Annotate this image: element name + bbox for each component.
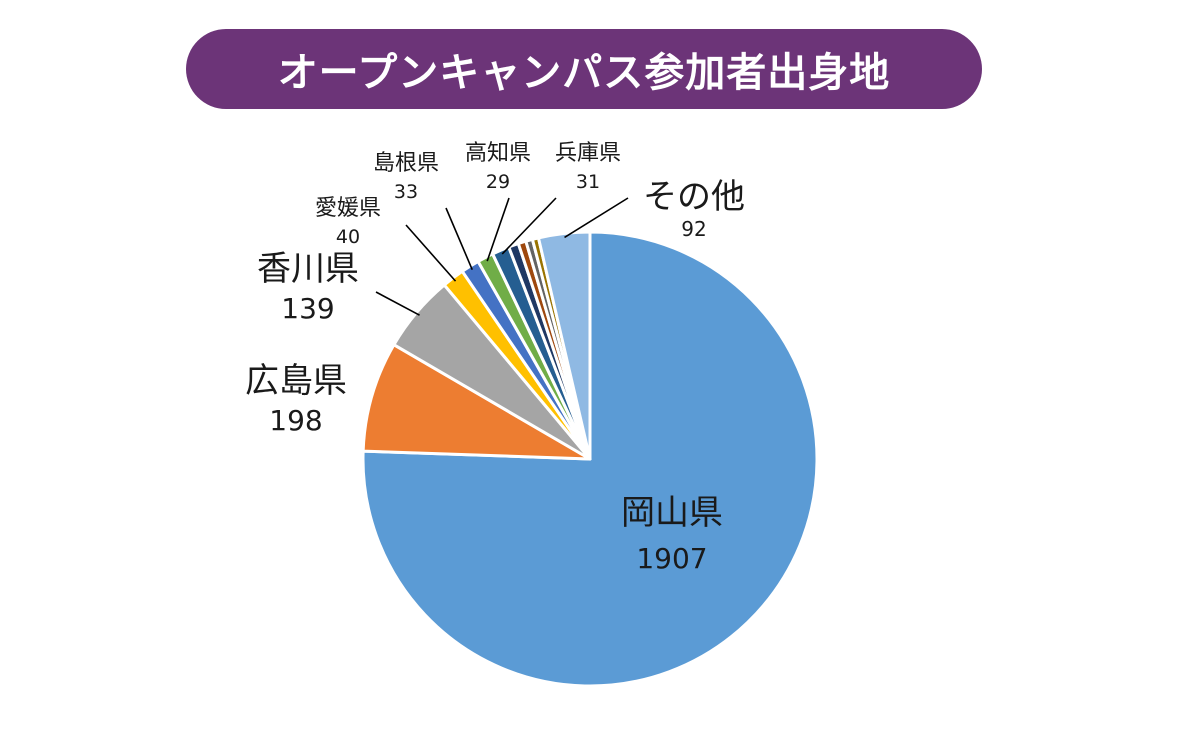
leader-line bbox=[501, 197, 557, 255]
slice-label-value: 40 bbox=[336, 226, 360, 248]
slice-label-name: 高知県 bbox=[465, 141, 531, 166]
leader-line bbox=[405, 224, 457, 282]
slice-label-value: 33 bbox=[394, 181, 418, 203]
slice-label-name: 兵庫県 bbox=[555, 141, 621, 166]
slice-label-name: その他 bbox=[643, 177, 745, 217]
slice-label-value: 1907 bbox=[636, 542, 707, 575]
slice-label-name: 広島県 bbox=[245, 361, 347, 401]
slice-label-name: 島根県 bbox=[373, 151, 439, 176]
leader-line bbox=[486, 197, 510, 262]
slice-label-value: 92 bbox=[681, 217, 706, 241]
slice-label-name: 香川県 bbox=[257, 249, 359, 289]
pie-slice bbox=[536, 230, 592, 461]
leader-line bbox=[445, 207, 473, 270]
leader-lines bbox=[375, 197, 629, 316]
slice-label-name: 岡山県 bbox=[621, 493, 723, 533]
slice-label-value: 29 bbox=[486, 171, 510, 193]
chart-title-banner: オープンキャンパス参加者出身地 bbox=[186, 29, 982, 109]
slice-label-value: 31 bbox=[576, 171, 600, 193]
chart-title: オープンキャンパス参加者出身地 bbox=[277, 50, 891, 96]
leader-line bbox=[375, 291, 420, 316]
slice-label-value: 139 bbox=[281, 292, 334, 325]
leader-line bbox=[564, 197, 629, 239]
pie-slice bbox=[361, 343, 592, 461]
slice-label-name: 愛媛県 bbox=[315, 196, 381, 221]
pie-slices bbox=[361, 230, 819, 688]
slice-label-value: 198 bbox=[269, 404, 322, 437]
pie-slice bbox=[361, 230, 819, 688]
